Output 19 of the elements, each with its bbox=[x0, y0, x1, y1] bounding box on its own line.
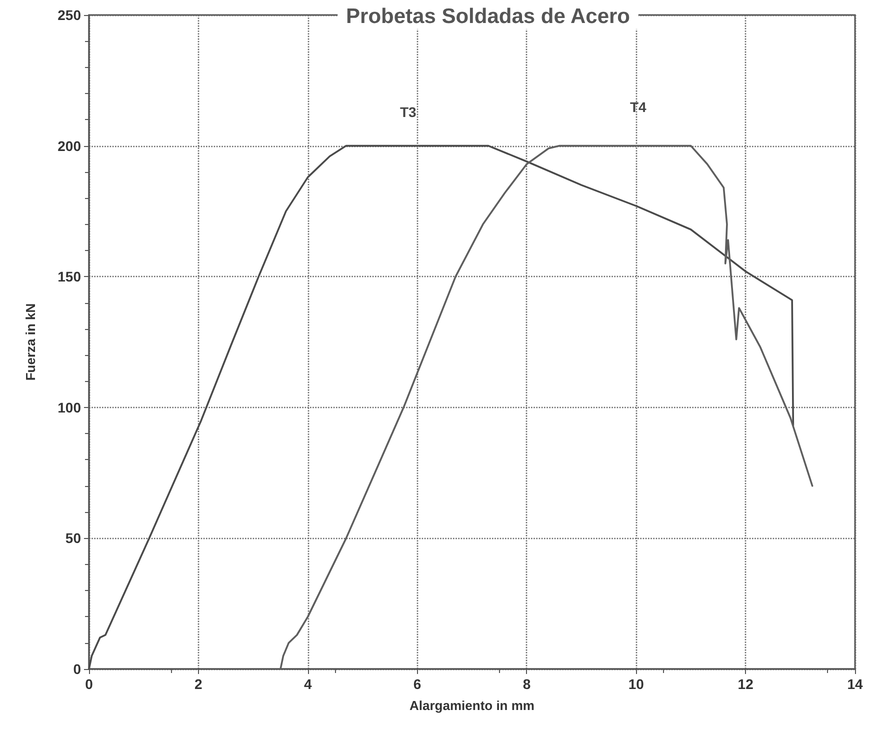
y-tick-label: 0 bbox=[73, 661, 82, 677]
x-tick-label: 4 bbox=[304, 676, 312, 692]
annotation: T3 bbox=[400, 104, 417, 120]
y-tick-label: 50 bbox=[65, 530, 82, 546]
x-tick-label: 2 bbox=[194, 676, 203, 692]
y-tick-label: 250 bbox=[58, 7, 82, 23]
y-tick-label: 150 bbox=[58, 268, 82, 285]
x-tick-label: 8 bbox=[522, 676, 531, 692]
annotation: T4 bbox=[630, 99, 647, 115]
x-tick-label: 10 bbox=[628, 676, 644, 692]
y-tick-label: 100 bbox=[58, 399, 82, 416]
x-tick-label: 0 bbox=[85, 676, 94, 692]
y-axis-title: Fuerza in kN bbox=[23, 303, 38, 381]
chart-title: Probetas Soldadas de Acero bbox=[346, 5, 630, 28]
y-tick-label: 200 bbox=[58, 138, 82, 154]
x-axis-title: Alargamiento in mm bbox=[410, 698, 534, 713]
x-tick-label: 12 bbox=[738, 676, 754, 692]
x-tick-label: 14 bbox=[847, 676, 863, 692]
x-tick-label: 6 bbox=[413, 676, 422, 692]
